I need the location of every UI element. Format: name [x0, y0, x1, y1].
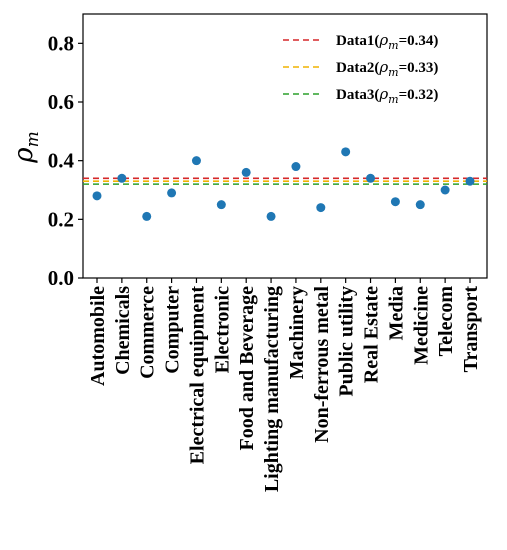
legend: Data1(ρm=0.34) Data2(ρm=0.33) Data3(ρm=0.3… [283, 31, 438, 106]
y-tick-label: 0.6 [48, 90, 74, 114]
data-point [92, 191, 102, 201]
data-point [142, 211, 152, 221]
y-axis-label: ρm [9, 131, 43, 163]
legend-label: Data1(ρm=0.34) [336, 31, 438, 52]
data-point [241, 167, 251, 177]
data-point [216, 200, 226, 210]
x-tick-label: Electronic [211, 286, 233, 374]
x-tick-label: Media [385, 286, 407, 340]
x-tick-label: Real Estate [361, 286, 383, 383]
x-tick-label: Electrical equipment [186, 286, 208, 465]
plot-area [82, 13, 488, 279]
y-tick-label: 0.0 [48, 266, 74, 290]
y-tick-label: 0.2 [48, 207, 74, 231]
data-point [440, 185, 450, 195]
data-point [291, 162, 301, 172]
plot-frame [82, 13, 488, 279]
y-tick-label: 0.4 [48, 149, 75, 173]
x-tick-label: Machinery [286, 286, 308, 379]
data-point [341, 147, 351, 157]
x-tick-label: Telecom [435, 286, 457, 357]
data-point [266, 211, 276, 221]
x-tick-label: Non-ferrous metal [311, 286, 333, 443]
data-point [117, 173, 127, 183]
x-tick-label: Medicine [410, 286, 432, 365]
data-point [316, 203, 326, 213]
x-tick-label: Transport [460, 286, 482, 373]
data-point [390, 197, 400, 207]
x-tick-label: Food and Beverage [236, 286, 258, 451]
data-point [415, 200, 425, 210]
legend-label: Data3(ρm=0.32) [336, 85, 438, 106]
y-tick-label: 0.8 [48, 31, 74, 55]
x-tick-label: Computer [162, 286, 184, 374]
data-point [366, 173, 376, 183]
y-axis: 0.0 0.2 0.4 0.6 0.8 [48, 31, 83, 290]
data-point [465, 176, 475, 186]
reference-lines [83, 177, 487, 185]
x-tick-label: Commerce [137, 286, 159, 379]
x-tick-label: Automobile [87, 286, 109, 386]
data-points [92, 147, 475, 221]
data-point [167, 188, 177, 198]
x-tick-label: Lighting manufacturing [261, 286, 283, 492]
x-tick-label: Public utility [336, 286, 358, 397]
data-point [191, 156, 201, 166]
x-axis: Automobile Chemicals Commerce Computer Elect… [87, 278, 482, 492]
x-tick-label: Chemicals [112, 286, 134, 375]
legend-label: Data2(ρm=0.33) [336, 58, 438, 79]
